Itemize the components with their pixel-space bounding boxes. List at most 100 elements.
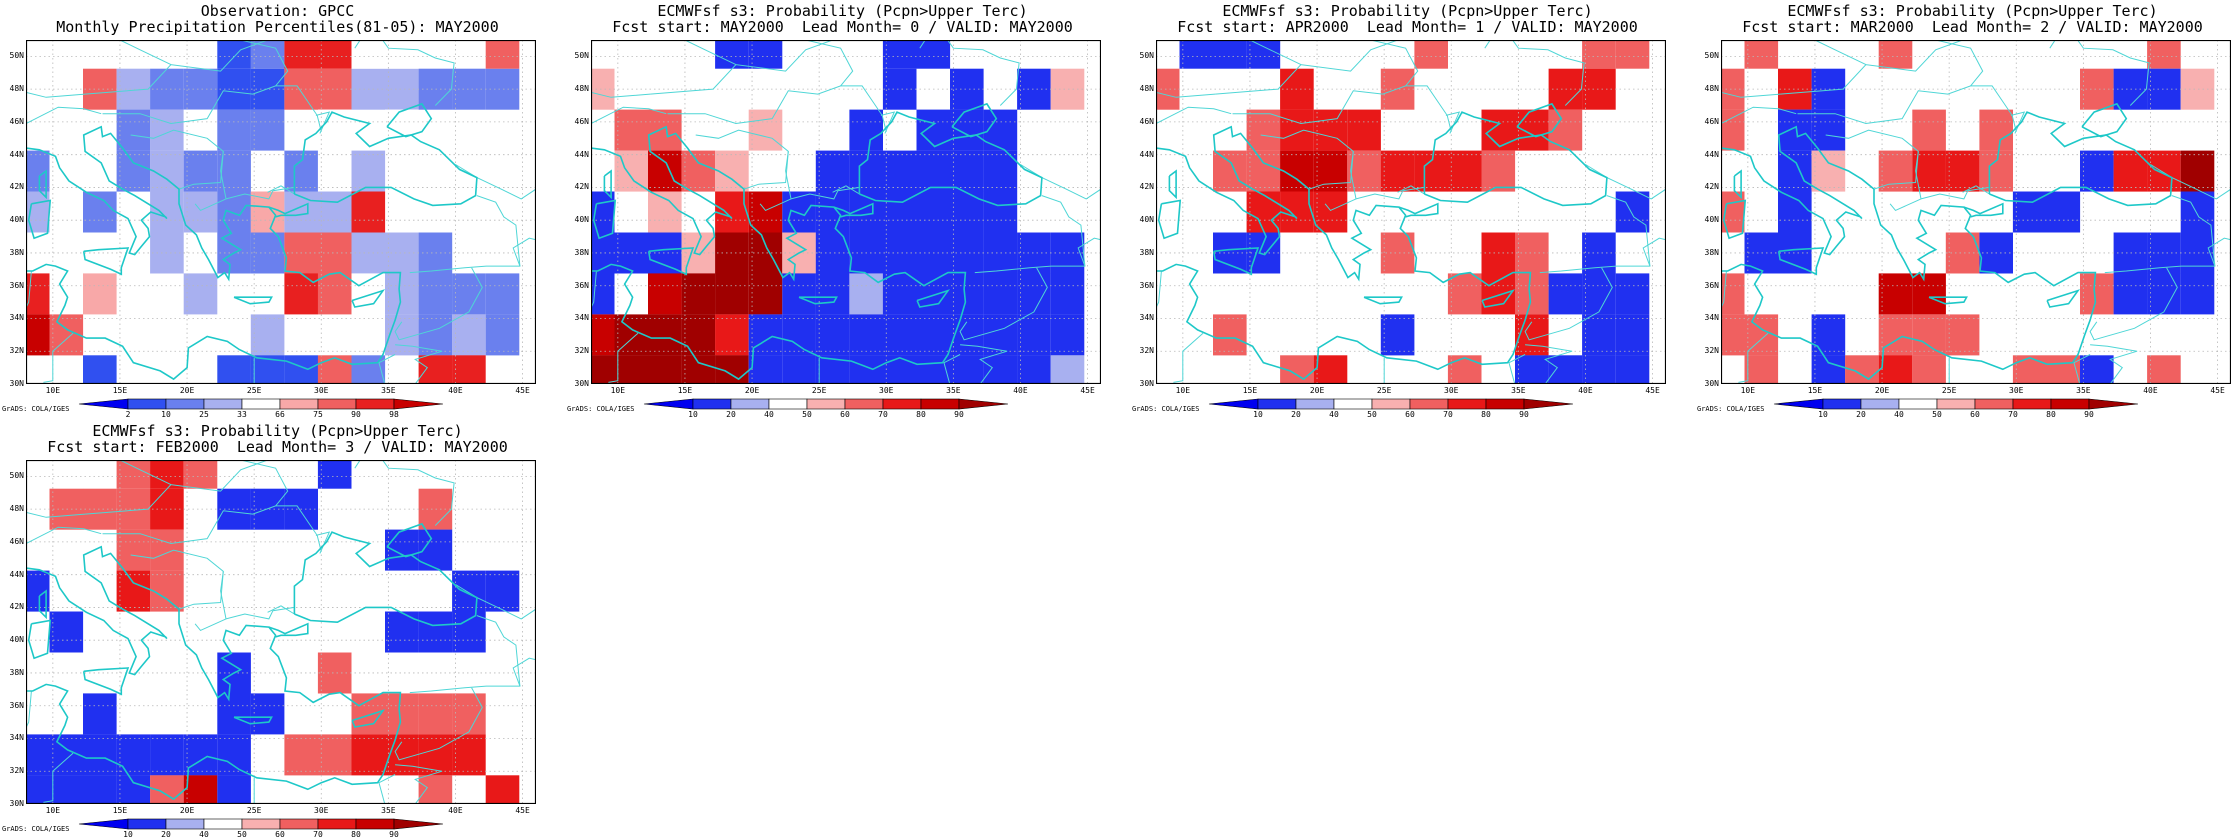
grid-cell <box>1017 68 1051 110</box>
grid-cell <box>49 68 84 110</box>
grid-cell <box>1548 355 1583 384</box>
grads-credit: GrADS: COLA/IGES <box>1697 405 1765 413</box>
colorbar-segment <box>1974 398 2014 410</box>
grid-cell <box>614 232 649 274</box>
coastline <box>833 202 874 218</box>
colorbar-label: 10 <box>688 410 698 419</box>
grid-cell <box>1280 150 1314 192</box>
grid-cell <box>1979 109 2013 151</box>
grid-cell <box>150 109 184 151</box>
grid-cell <box>648 314 682 356</box>
border-line <box>1350 151 1425 200</box>
grid-cell <box>1582 68 1616 110</box>
lat-tick-label: 34N <box>1139 313 1154 323</box>
grid-cell <box>2113 68 2148 110</box>
colorbar-segment <box>1936 398 1976 410</box>
grid-cell <box>418 273 453 315</box>
lat-tick-label: 44N <box>9 569 24 579</box>
lat-tick-label: 48N <box>574 84 589 94</box>
grid-cell <box>1280 109 1314 151</box>
lat-tick-label: 40N <box>9 215 24 225</box>
coastline <box>351 289 386 308</box>
grid-cell <box>1156 68 1180 110</box>
border-line <box>220 151 295 200</box>
grid-cell <box>385 273 419 315</box>
lon-tick-label: 25E <box>246 386 262 395</box>
grid-cell <box>485 273 520 315</box>
grid-cell <box>418 775 453 804</box>
lon-tick-label: 45E <box>1645 386 1660 395</box>
map-plot <box>26 40 536 384</box>
colorbar-segment <box>78 818 129 830</box>
grid-cell <box>983 191 1018 233</box>
grid-cell <box>782 191 816 233</box>
lon-tick-label: 10E <box>610 386 626 395</box>
border-line <box>1524 267 1613 341</box>
grid-cell <box>452 68 486 110</box>
lon-tick-label: 15E <box>1242 386 1258 395</box>
grads-credit: GrADS: COLA/IGES <box>2 405 70 413</box>
colorbar-label: 98 <box>389 410 399 419</box>
map-plot <box>26 460 536 804</box>
colorbar-label: 20 <box>1856 410 1866 419</box>
colorbar-segment <box>241 818 281 830</box>
colorbar-segment <box>203 398 243 410</box>
grid-cell <box>1878 273 1913 315</box>
lon-tick-label: 30E <box>314 806 329 815</box>
colorbar-label: 33 <box>237 410 247 419</box>
lon-tick-label: 35E <box>2076 386 2091 395</box>
grid-cell <box>452 693 486 735</box>
colorbar <box>643 398 1009 410</box>
border-line <box>1814 40 1867 66</box>
coastline <box>1777 247 1825 276</box>
colorbar-label: 40 <box>764 410 774 419</box>
lon-tick-label: 35E <box>381 806 396 815</box>
grid-cell <box>116 529 151 571</box>
grid-cell <box>782 314 816 356</box>
lon-tick-label: 20E <box>179 806 195 815</box>
lat-tick-label: 48N <box>9 504 24 514</box>
coastline <box>1963 202 2004 218</box>
map-panel-4: ECMWFsf s3: Probability (Pcpn>Upper Terc… <box>1695 0 2240 420</box>
coastline <box>38 169 47 200</box>
border-line <box>608 332 639 383</box>
grid-cell <box>1246 191 1281 233</box>
lon-tick-label: 40E <box>448 386 463 395</box>
grid-cell <box>1380 314 1415 356</box>
grid-cell <box>150 191 184 233</box>
lat-tick-label: 50N <box>1139 51 1154 61</box>
coastline <box>858 111 1043 207</box>
grid-cell <box>351 40 386 69</box>
colorbar-label: 50 <box>1367 410 1377 419</box>
border-line <box>1232 85 1452 132</box>
grid-cell <box>1050 68 1085 110</box>
border-line <box>394 267 483 341</box>
lon-tick-label: 20E <box>179 386 195 395</box>
grid-cell <box>1811 150 1846 192</box>
grid-cell <box>217 775 251 804</box>
border-line <box>394 687 483 761</box>
lat-tick-label: 48N <box>9 84 24 94</box>
border-line <box>240 460 289 507</box>
lon-tick-label: 10E <box>45 386 61 395</box>
grid-cell <box>1878 355 1913 384</box>
colorbar-segment <box>165 398 205 410</box>
colorbar-segment <box>2088 398 2139 410</box>
grid-cell <box>26 68 50 110</box>
border-line <box>960 344 1008 384</box>
border-line <box>455 584 536 620</box>
grid-cell <box>1050 355 1085 384</box>
coastline <box>1928 296 1968 305</box>
grid-cell <box>1945 314 1980 356</box>
grid-cell <box>1515 109 1549 151</box>
lon-tick-label: 15E <box>677 386 693 395</box>
border-line <box>85 460 268 515</box>
border-line <box>395 344 443 384</box>
colorbar-label: 60 <box>1405 410 1415 419</box>
grid-cell <box>1213 232 1247 274</box>
grid-cell <box>1246 109 1281 151</box>
grid-cell <box>1582 314 1616 356</box>
coastline <box>1721 125 2097 381</box>
colorbar-label: 80 <box>351 830 361 839</box>
border-line <box>354 40 455 106</box>
